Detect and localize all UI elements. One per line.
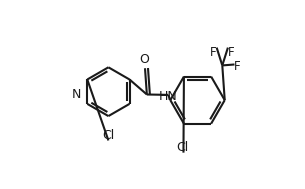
Text: F: F [228,46,234,59]
Text: Cl: Cl [176,141,189,154]
Text: Cl: Cl [102,129,115,142]
Text: HN: HN [159,90,178,102]
Text: O: O [139,53,149,66]
Text: N: N [72,88,81,101]
Text: F: F [210,46,216,59]
Text: F: F [234,60,241,73]
